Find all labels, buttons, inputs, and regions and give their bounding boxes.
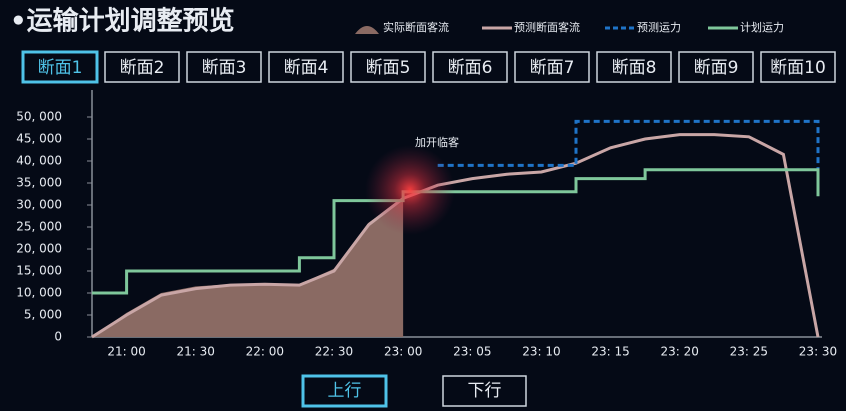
- x-tick-label: 23: 10: [522, 345, 560, 359]
- x-tick-label: 23: 05: [453, 345, 491, 359]
- tab-label[interactable]: 断面10: [770, 58, 826, 78]
- tab[interactable]: [596, 51, 672, 83]
- legend-label: 实际断面客流: [383, 20, 449, 34]
- line: [91, 133, 820, 339]
- x-tick-label: 23: 15: [591, 345, 629, 359]
- y-tick-label: 20, 000: [16, 242, 62, 256]
- page-title: •运输计划调整预览: [10, 6, 235, 37]
- direction-label[interactable]: 下行: [468, 381, 502, 401]
- legend: 实际断面客流 预测断面客流 预测运力 计划运力: [355, 20, 784, 34]
- y-tick-label: 5, 000: [24, 308, 62, 322]
- y-tick-label: 10, 000: [16, 286, 62, 300]
- annotation: 加开临客: [415, 135, 459, 149]
- legend-label: 计划运力: [740, 21, 784, 34]
- y-tick-label: 15, 000: [16, 264, 62, 278]
- y-tick-label: 45, 000: [16, 132, 62, 146]
- direction-button[interactable]: [442, 375, 527, 407]
- y-tick-label: 35, 000: [16, 176, 62, 190]
- y-tick-label: 0: [54, 330, 62, 344]
- legend-label: 预测运力: [637, 21, 681, 34]
- x-tick-label: 21: 30: [177, 345, 215, 359]
- tab[interactable]: [432, 51, 508, 83]
- tab[interactable]: [268, 51, 344, 83]
- tab-label[interactable]: 断面8: [612, 58, 657, 78]
- tab-label[interactable]: 断面5: [366, 58, 411, 78]
- tab-label[interactable]: 断面2: [120, 58, 165, 78]
- x-tick-label: 22: 00: [246, 345, 284, 359]
- legend-swatch: [355, 26, 379, 34]
- legend-label: 预测断面客流: [514, 20, 580, 34]
- x-tick-label: 23: 20: [661, 345, 699, 359]
- direction-buttons: 上行 下行: [301, 374, 527, 408]
- x-tick-label: 22: 30: [315, 345, 353, 359]
- tab-label[interactable]: 断面4: [284, 58, 329, 78]
- tab[interactable]: [760, 51, 836, 83]
- tab-bar: 断面1 断面2 断面3 断面4 断面5 断面6 断面7 断面8 断面9 断面10: [21, 50, 836, 84]
- area: [92, 198, 404, 337]
- x-tick-label: 21: 00: [107, 345, 145, 359]
- tab[interactable]: [350, 51, 426, 83]
- highlight-glow: [365, 145, 455, 235]
- tab[interactable]: [186, 51, 262, 83]
- tab[interactable]: [678, 51, 754, 83]
- x-tick-label: 23: 00: [384, 345, 422, 359]
- tab-label[interactable]: 断面1: [38, 58, 83, 78]
- direction-label[interactable]: 上行: [328, 381, 362, 401]
- tab[interactable]: [104, 51, 180, 83]
- x-tick-label: 23: 25: [730, 345, 768, 359]
- y-tick-label: 50, 000: [16, 110, 62, 124]
- tab[interactable]: [514, 51, 590, 83]
- tab-label[interactable]: 断面6: [448, 58, 493, 78]
- tab-label[interactable]: 断面7: [530, 58, 575, 78]
- tab[interactable]: [21, 50, 99, 84]
- x-tick-label: 23: 30: [799, 345, 837, 359]
- tab-label[interactable]: 断面3: [202, 58, 247, 78]
- tab-label[interactable]: 断面9: [694, 58, 739, 78]
- y-tick-label: 25, 000: [16, 220, 62, 234]
- y-tick-label: 40, 000: [16, 154, 62, 168]
- y-tick-label: 30, 000: [16, 198, 62, 212]
- direction-button[interactable]: [301, 374, 388, 408]
- line: [437, 119, 820, 197]
